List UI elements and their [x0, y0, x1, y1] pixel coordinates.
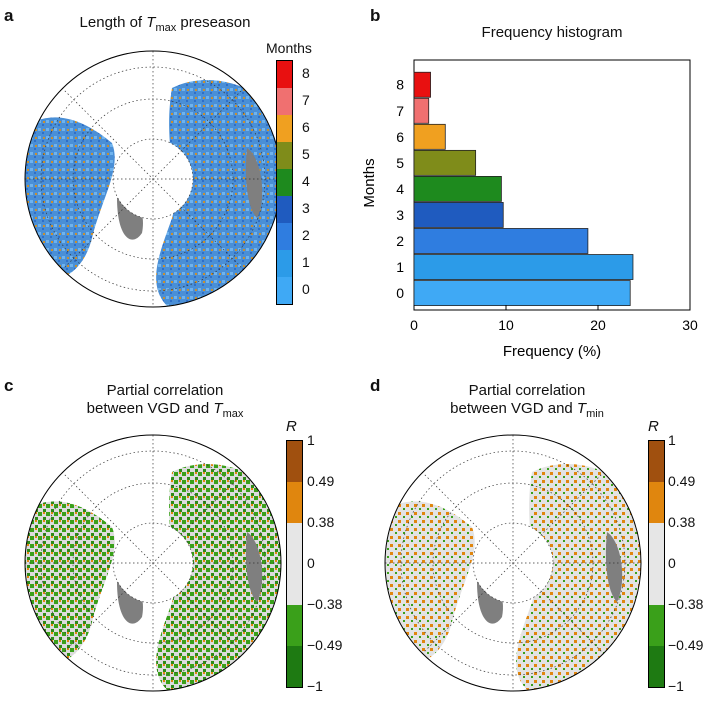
- panel-c-letter: c: [4, 376, 14, 395]
- colorbar-block: [649, 441, 664, 482]
- bar-month-1: [413, 254, 634, 280]
- colorbar-block: [649, 646, 664, 687]
- colorbar-block: [287, 605, 302, 646]
- colorbar-tick-label: 0.49: [668, 473, 696, 489]
- panel-c-map: [24, 434, 282, 692]
- bar-month-5: [413, 149, 477, 176]
- colorbar-a-block: [277, 142, 292, 169]
- y-tick-label: 7: [396, 103, 404, 119]
- colorbar-a-tick-label: 6: [302, 118, 310, 135]
- panel-b-ylabel: Months: [361, 158, 378, 207]
- panel-b-xlabel: Frequency (%): [503, 343, 601, 360]
- panel-c-colorbar: [286, 440, 303, 688]
- panel-c-colorbar-title: R: [286, 418, 297, 435]
- colorbar-a-block: [277, 61, 292, 88]
- x-tick-label: 30: [682, 317, 698, 333]
- colorbar-a-tick-label: 1: [302, 253, 310, 270]
- x-tick-label: 10: [498, 317, 514, 333]
- colorbar-a-block: [277, 196, 292, 223]
- colorbar-tick-label: 0: [668, 555, 676, 571]
- colorbar-a-tick-label: 0: [302, 280, 310, 297]
- colorbar-tick-label: −0.38: [307, 596, 343, 612]
- colorbar-a-block: [277, 223, 292, 250]
- y-tick-label: 4: [396, 181, 404, 197]
- bar-month-2: [413, 228, 589, 254]
- y-tick-label: 0: [396, 285, 404, 301]
- x-tick-label: 20: [590, 317, 606, 333]
- colorbar-tick-label: −0.38: [668, 596, 704, 612]
- x-tick-label: 0: [410, 317, 418, 333]
- panel-a-colorbar: [276, 60, 293, 305]
- bar-month-3: [413, 202, 504, 228]
- bar-month-8: [413, 71, 431, 98]
- colorbar-tick-label: 1: [307, 432, 315, 448]
- panel-a-title: Length of Tmax preseason: [79, 14, 251, 34]
- colorbar-tick-label: −0.49: [668, 637, 704, 653]
- panel-d-map: [384, 434, 642, 692]
- bar-month-6: [413, 123, 446, 150]
- colorbar-block: [649, 564, 664, 605]
- colorbar-tick-label: −1: [668, 678, 684, 694]
- colorbar-tick-label: −0.49: [307, 637, 343, 653]
- colorbar-a-block: [277, 115, 292, 142]
- colorbar-block: [287, 523, 302, 564]
- colorbar-block: [287, 564, 302, 605]
- colorbar-block: [287, 441, 302, 482]
- panel-a-map: [24, 50, 282, 308]
- panel-a-colorbar-labels: 8 7 6 5 4 3 2 1 0: [302, 60, 332, 303]
- panel-c-colorbar-labels: 1 0.49 0.38 0 −0.38 −0.49 −1: [307, 432, 357, 694]
- panel-b-title: Frequency histogram: [481, 24, 623, 41]
- y-tick-label: 2: [396, 233, 404, 249]
- panel-a-letter: a: [4, 6, 14, 25]
- panel-b-letter: b: [370, 6, 381, 25]
- colorbar-block: [287, 482, 302, 523]
- colorbar-tick-label: 0.38: [668, 514, 696, 530]
- y-tick-label: 5: [396, 155, 404, 171]
- colorbar-a-tick-label: 7: [302, 91, 310, 108]
- bar-month-4: [413, 176, 502, 202]
- panel-d-colorbar-title: R: [648, 418, 659, 435]
- y-tick-label: 1: [396, 259, 404, 275]
- land-north-america: [25, 117, 115, 282]
- colorbar-a-tick-label: 8: [302, 64, 310, 81]
- colorbar-block: [287, 646, 302, 687]
- panel-d-colorbar-labels: 1 0.49 0.38 0 −0.38 −0.49 −1: [668, 432, 718, 694]
- panel-d-title: Partial correlation between VGD and Tmin: [450, 382, 604, 420]
- y-tick-label: 6: [396, 129, 404, 145]
- colorbar-a-block: [277, 88, 292, 115]
- panel-d-letter: d: [370, 376, 381, 395]
- panel-a-colorbar-title: Months: [266, 40, 312, 56]
- colorbar-block: [649, 605, 664, 646]
- colorbar-a-tick-label: 2: [302, 226, 310, 243]
- colorbar-a-tick-label: 5: [302, 145, 310, 162]
- colorbar-a-block: [277, 250, 292, 277]
- colorbar-tick-label: 0.49: [307, 473, 335, 489]
- y-tick-label: 8: [396, 77, 404, 93]
- colorbar-tick-label: 0: [307, 555, 315, 571]
- land-eurasia: [156, 80, 281, 307]
- colorbar-a-block: [277, 277, 292, 304]
- bar-month-7: [413, 97, 430, 124]
- colorbar-tick-label: 1: [668, 432, 676, 448]
- land-tibet: [245, 148, 263, 218]
- colorbar-a-tick-label: 4: [302, 172, 310, 189]
- colorbar-block: [649, 523, 664, 564]
- colorbar-a-tick-label: 3: [302, 199, 310, 216]
- panel-b-histogram: Months Frequency (%) 0 1 2 3 4 5 6 7 8 0 10 20 30: [361, 59, 698, 360]
- panel-c-title: Partial correlation between VGD and Tmax: [86, 382, 244, 420]
- y-tick-label: 3: [396, 207, 404, 223]
- bar-month-0: [413, 280, 631, 306]
- colorbar-tick-label: −1: [307, 678, 323, 694]
- colorbar-a-block: [277, 169, 292, 196]
- colorbar-block: [649, 482, 664, 523]
- panel-d-colorbar: [648, 440, 665, 688]
- colorbar-tick-label: 0.38: [307, 514, 335, 530]
